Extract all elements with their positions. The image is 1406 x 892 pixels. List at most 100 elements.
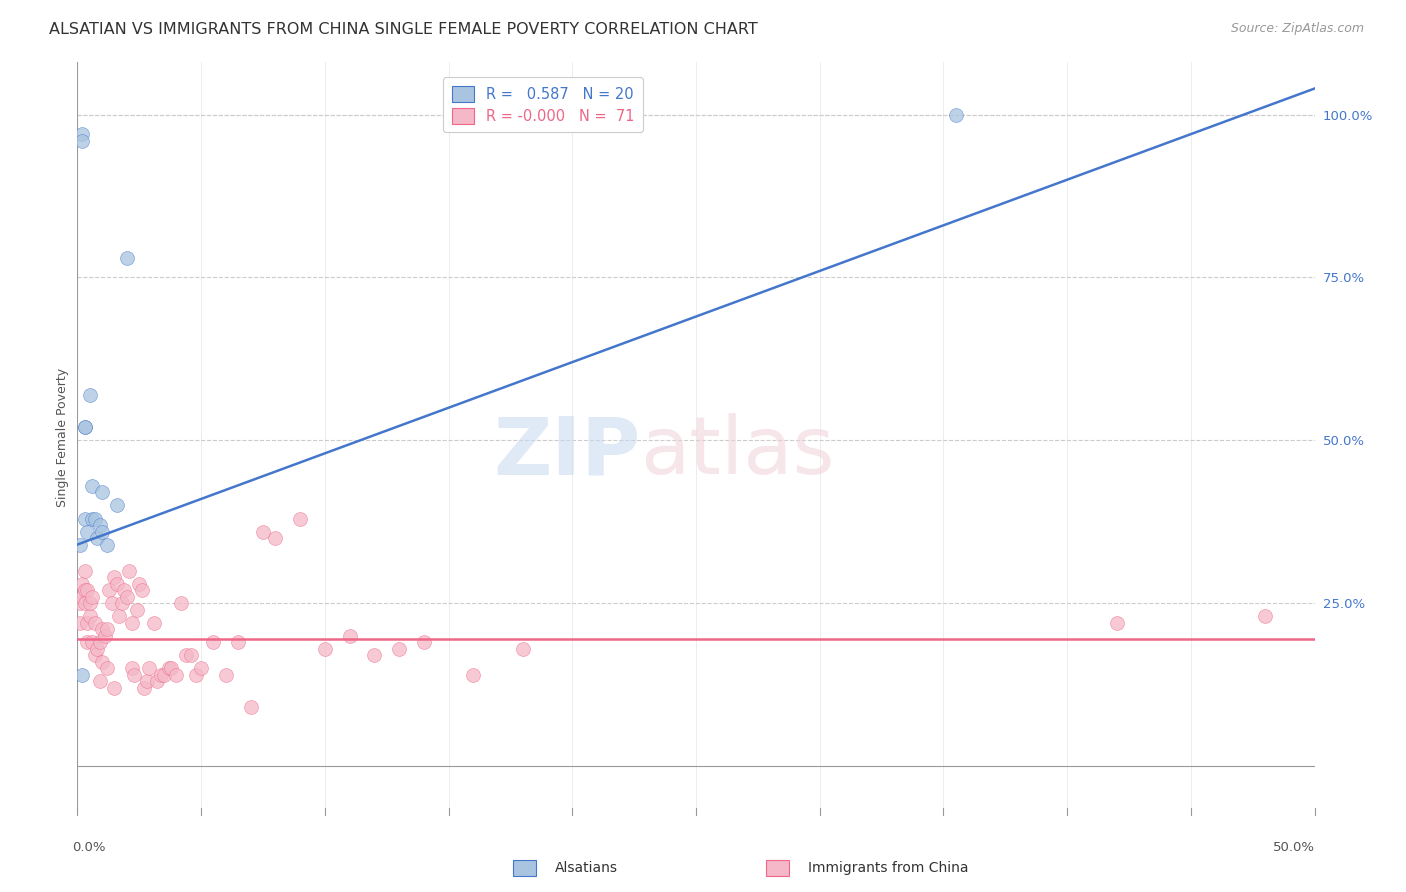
Point [122,668,145,682]
Text: atlas: atlas [640,413,835,491]
Point [125,603,148,617]
Point [76,635,98,649]
Point [86,531,108,545]
Point [69,615,91,630]
Point [69,596,91,610]
Text: 0.0%: 0.0% [72,841,105,854]
Point [76,583,98,598]
Point [79,609,101,624]
Point [72,127,94,141]
Point [412,635,434,649]
Text: Alsatians: Alsatians [555,861,619,875]
Point [91,485,114,500]
Point [82,635,104,649]
Point [115,251,138,265]
Point [190,661,212,675]
Point [103,681,125,695]
Point [103,570,125,584]
Point [73,583,96,598]
Point [128,576,150,591]
Point [252,524,274,539]
Point [105,499,128,513]
Point [145,674,167,689]
Point [288,511,311,525]
Point [239,700,262,714]
Point [91,524,114,539]
Legend: R =   0.587   N = 20, R = -0.000   N =  71: R = 0.587 N = 20, R = -0.000 N = 71 [443,78,643,132]
Point [89,518,111,533]
Point [83,511,105,525]
Text: Source: ZipAtlas.com: Source: ZipAtlas.com [1230,22,1364,36]
Point [73,596,96,610]
Point [108,609,131,624]
Point [101,596,124,610]
Point [121,615,143,630]
Point [105,576,128,591]
Point [202,635,225,649]
Text: 50.0%: 50.0% [1272,841,1315,854]
Point [165,668,187,682]
Point [79,388,101,402]
Point [138,661,160,675]
Point [215,668,238,682]
Point [945,107,967,121]
Point [76,615,98,630]
Point [79,596,101,610]
Point [363,648,385,663]
Point [226,635,249,649]
Point [72,590,94,604]
Point [174,648,197,663]
Point [96,538,118,552]
Point [150,668,173,682]
Point [83,648,105,663]
Point [157,661,180,675]
Point [314,641,336,656]
Point [264,531,287,545]
Point [121,661,143,675]
Point [153,668,176,682]
Point [111,596,134,610]
Point [118,564,141,578]
Point [1254,609,1277,624]
Point [160,661,183,675]
Point [76,524,98,539]
Text: ALSATIAN VS IMMIGRANTS FROM CHINA SINGLE FEMALE POVERTY CORRELATION CHART: ALSATIAN VS IMMIGRANTS FROM CHINA SINGLE… [49,22,758,37]
Point [82,590,104,604]
Point [96,622,118,636]
Point [96,661,118,675]
Point [115,590,138,604]
Point [170,596,193,610]
Point [72,576,94,591]
Point [69,538,91,552]
Point [388,641,411,656]
Point [112,583,135,598]
Point [86,641,108,656]
Point [89,635,111,649]
Y-axis label: Single Female Poverty: Single Female Poverty [56,368,69,507]
Point [184,668,207,682]
Point [91,655,114,669]
Point [73,420,96,434]
Point [143,615,166,630]
Point [135,674,157,689]
Point [180,648,202,663]
Point [82,479,104,493]
Text: ZIP: ZIP [494,413,640,491]
Point [93,629,115,643]
Point [134,681,156,695]
Point [339,629,361,643]
Point [463,668,485,682]
Point [91,622,114,636]
Point [72,134,94,148]
Text: Immigrants from China: Immigrants from China [808,861,969,875]
Point [73,420,96,434]
Point [82,511,104,525]
Point [131,583,153,598]
Point [512,641,534,656]
Point [1105,615,1128,630]
Point [89,674,111,689]
Point [98,583,121,598]
Point [72,668,94,682]
Point [83,615,105,630]
Point [73,564,96,578]
